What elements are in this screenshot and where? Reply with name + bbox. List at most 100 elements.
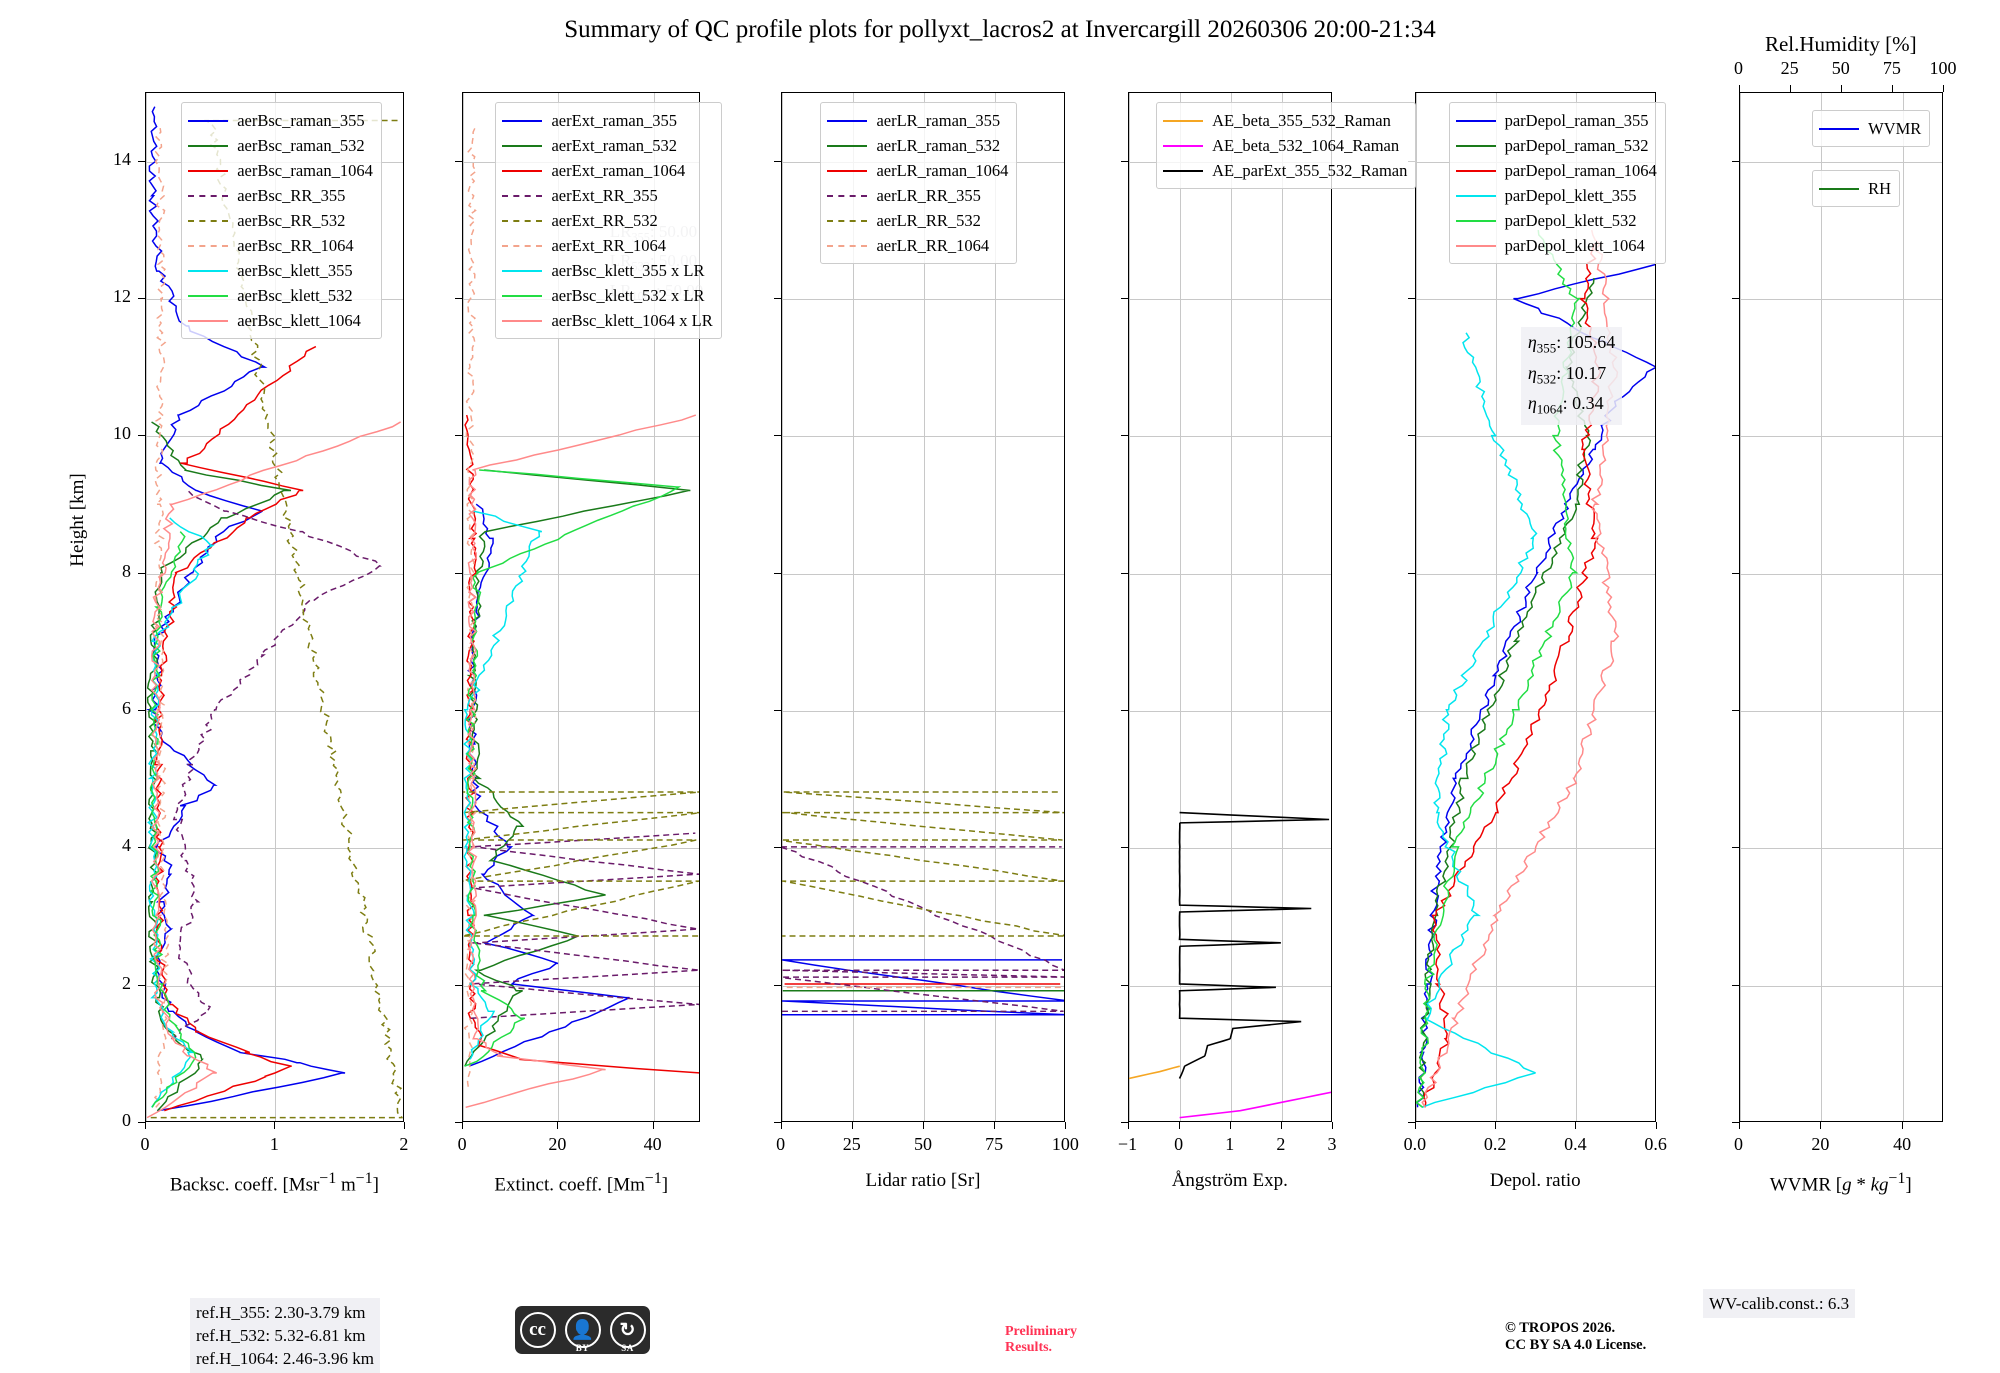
y-tick-mark [1120,1122,1128,1123]
x-axis-label-extinction: Extinct. coeff. [Mm−1] [494,1170,669,1196]
legend-label: aerLR_raman_355 [876,111,1001,130]
y-tick-mark [137,298,145,299]
x-tick-label: 0 [1174,1134,1184,1154]
legend-item[interactable]: aerBsc_klett_1064 x LR [502,308,713,333]
legend-item[interactable]: aerBsc_klett_532 x LR [502,283,712,308]
legend-item[interactable]: AE_beta_355_532_Raman [1163,108,1407,133]
gridline-horizontal [1739,711,1943,712]
legend-item[interactable]: parDepol_klett_532 [1455,208,1657,233]
x-tick-mark [1178,1122,1180,1129]
y-tick-mark [455,435,463,437]
ref-h-355: ref.H_355: 2.30-3.79 km [196,1303,366,1322]
top-tick-mark [1891,85,1893,92]
legend-item[interactable]: aerBsc_klett_355 x LR [502,258,712,283]
legend-item[interactable]: aerBsc_RR_532 [188,208,373,233]
x-tick-label: 20 [1811,1134,1830,1154]
legend-color-swatch [1455,169,1496,172]
legend-item[interactable]: aerBsc_klett_355 [188,258,373,283]
gridline-vertical [995,93,997,1121]
legend-color-swatch [827,144,868,147]
legend-item[interactable]: AE_parExt_355_532_Raman [1163,158,1407,183]
series-aerExt_raman_1064 [464,414,700,1074]
eta-355: η355: 105.64 [1527,332,1616,356]
legend-label: aerBsc_klett_532 [237,286,353,305]
legend-label: parDepol_klett_355 [1504,186,1637,205]
legend-label: aerBsc_raman_355 [237,111,365,130]
gridline-horizontal [1739,573,1943,575]
legend-label: aerBsc_klett_1064 x LR [551,311,713,330]
eta-1064: η1064: 0.34 [1527,393,1604,417]
gridline-horizontal [1739,436,1943,438]
y-tick-mark [773,572,781,574]
wv-calib-text: WV-calib.const.: 6.3 [1709,1294,1850,1313]
legend-item[interactable]: aerBsc_RR_355 [188,183,373,208]
legend-item[interactable]: aerExt_raman_355 [502,108,712,133]
legend-color-swatch [827,219,868,222]
legend-item[interactable]: aerLR_raman_1064 [827,158,1008,183]
legend-item[interactable]: aerBsc_RR_1064 [188,233,373,258]
legend-item[interactable]: aerExt_raman_532 [502,133,712,158]
legend-item[interactable]: aerBsc_raman_532 [188,133,373,158]
y-tick-mark [1407,710,1415,711]
legend-item[interactable]: parDepol_raman_532 [1455,133,1657,158]
legend-color-swatch [1163,119,1204,122]
legend-item[interactable]: parDepol_klett_355 [1455,183,1657,208]
legend-label: aerExt_RR_1064 [551,236,667,255]
legend-extinction: aerExt_raman_355 aerExt_raman_532 aerExt_r… [495,102,722,339]
legend-color-swatch [1163,169,1204,172]
legend-item[interactable]: aerExt_RR_355 [502,183,712,208]
legend-wvmr-rh: RH [1812,170,1901,207]
legend-item[interactable]: aerBsc_raman_355 [188,108,373,133]
legend-label: parDepol_raman_1064 [1504,161,1657,180]
y-tick-mark [1731,435,1739,437]
legend-color-swatch [1819,127,1860,130]
x-tick-label: 2 [1276,1134,1286,1154]
legend-color-swatch [827,244,868,247]
legend-item[interactable]: aerLR_RR_532 [827,208,1008,233]
legend-item[interactable]: aerLR_RR_355 [827,183,1008,208]
legend-item[interactable]: aerExt_RR_1064 [502,233,712,258]
legend-item[interactable]: aerExt_raman_1064 [502,158,712,183]
y-tick-mark [1731,572,1739,574]
gridline-vertical [1128,93,1130,1121]
legend-item[interactable]: parDepol_klett_1064 [1455,233,1657,258]
legend-item[interactable]: parDepol_raman_355 [1455,108,1657,133]
gridline-horizontal [781,848,1065,850]
gridline-vertical [145,93,147,1121]
gridline-horizontal [781,299,1065,300]
x-tick-mark [1902,1122,1904,1129]
y-tick-mark [1120,572,1128,574]
y-tick-mark [455,1122,463,1123]
x-axis-label-wvmr: WVMR [g * kg−1] [1769,1170,1912,1196]
x-tick-label: 0.4 [1564,1134,1587,1154]
legend-item[interactable]: aerBsc_raman_1064 [188,158,373,183]
series-aerExt_raman_532 [464,469,691,1067]
legend-item[interactable]: aerBsc_klett_532 [188,283,373,308]
legend-item[interactable]: aerLR_raman_532 [827,133,1008,158]
legend-item[interactable]: AE_beta_532_1064_Raman [1163,133,1407,158]
legend-color-swatch [1455,244,1496,247]
x-tick-mark [1332,1122,1334,1129]
legend-item[interactable]: aerBsc_klett_1064 [188,308,373,333]
gridline-horizontal [1739,161,1943,163]
y-tick-mark [1407,298,1415,299]
top-tick-mark [1840,85,1842,92]
legend-item[interactable]: aerExt_RR_532 [502,208,712,233]
legend-depol-ratio: parDepol_raman_355 parDepol_raman_532 parD… [1448,102,1666,264]
cc-sa-icon: ↻ SA [609,1312,646,1353]
gridline-vertical [275,93,277,1121]
x-tick-mark [403,1122,405,1129]
x-tick-label: 0.0 [1403,1134,1427,1154]
legend-angstrom: AE_beta_355_532_Raman AE_beta_532_1064_Ra… [1156,102,1417,189]
legend-item[interactable]: aerLR_raman_355 [827,108,1008,133]
legend-item[interactable]: parDepol_raman_1064 [1455,158,1657,183]
legend-item[interactable]: WVMR [1819,116,1921,141]
top-tick-label: 75 [1882,58,1901,78]
copyright-line2: CC BY SA 4.0 License. [1505,1337,1647,1353]
top-tick-label: 25 [1780,58,1799,78]
legend-item[interactable]: RH [1819,176,1891,201]
legend-item[interactable]: aerLR_RR_1064 [827,233,1008,258]
gridline-horizontal [1415,436,1655,438]
x-tick-mark [1655,1122,1657,1129]
